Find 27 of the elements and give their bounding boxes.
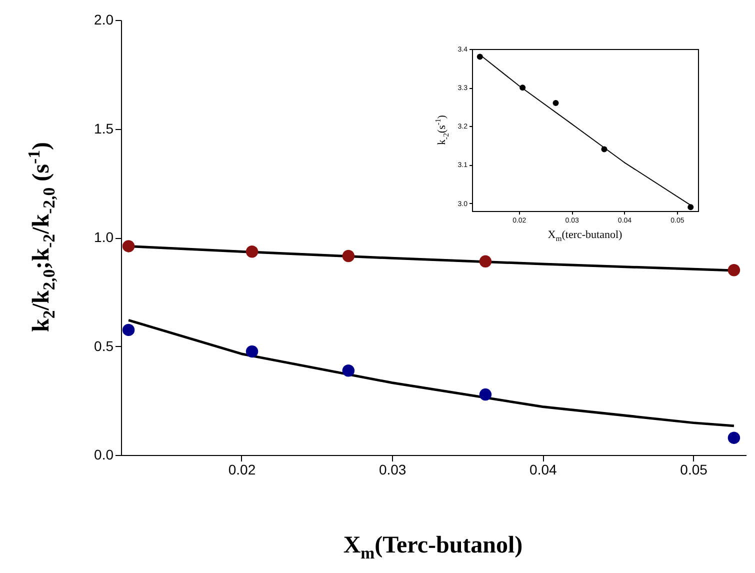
point <box>479 388 492 401</box>
point <box>601 146 608 152</box>
point <box>342 364 355 377</box>
line-series <box>127 318 736 428</box>
x-axis-title: X$_{m}$(Terc-butanol) <box>343 532 523 564</box>
point <box>479 255 492 268</box>
y-tick-label: 2.0 <box>94 12 114 28</box>
point <box>728 264 740 276</box>
x-tick-label: 0.02 <box>228 462 256 478</box>
point <box>476 54 483 60</box>
y-tick-label: 0.5 <box>94 338 114 354</box>
point <box>246 345 258 358</box>
point <box>122 240 135 252</box>
x-tick-label: 0.04 <box>530 462 558 478</box>
point <box>688 204 694 210</box>
y-tick-label: 1.5 <box>94 120 114 136</box>
point <box>520 84 526 91</box>
point <box>728 432 740 444</box>
y-tick-label: 1.0 <box>94 229 114 245</box>
point <box>552 100 559 106</box>
x-tick-label: 0.03 <box>378 462 406 478</box>
point <box>246 246 258 258</box>
y-tick-label: 0.0 <box>94 446 114 462</box>
x-axis-title: X$_{m}$(terc-butanol) <box>548 228 622 244</box>
point <box>342 250 355 262</box>
point <box>122 324 135 336</box>
x-tick-label: 0.05 <box>680 462 708 478</box>
